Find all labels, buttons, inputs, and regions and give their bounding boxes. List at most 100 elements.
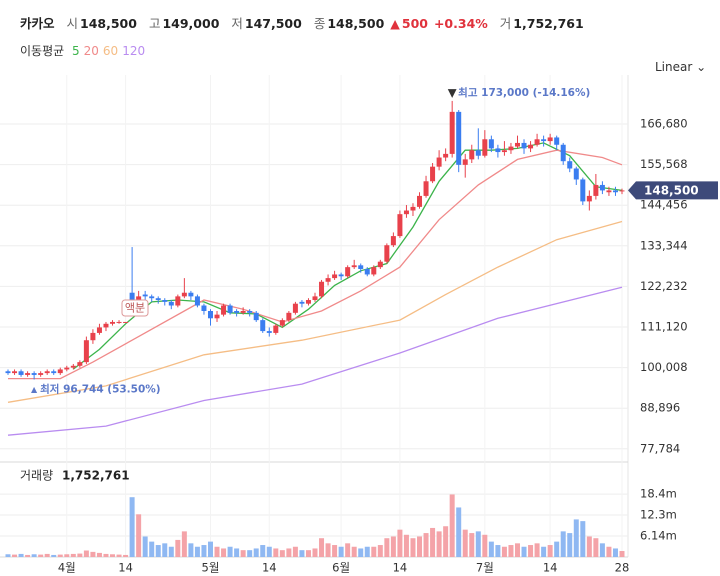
candle-body xyxy=(64,367,70,370)
scale-dropdown[interactable]: Linear ⌄ xyxy=(655,60,707,74)
x-tick-label: 6월 xyxy=(332,561,350,575)
candle-body xyxy=(358,265,364,269)
change: 500 xyxy=(401,16,428,31)
volume-bar xyxy=(377,545,383,557)
volume-bar xyxy=(247,550,253,557)
volume-bar xyxy=(207,541,213,557)
candle-body xyxy=(110,321,116,324)
volume-bar xyxy=(83,550,89,557)
y-tick-label: 122,232 xyxy=(640,279,688,293)
candle-body xyxy=(541,139,547,142)
close-value: 148,500 xyxy=(327,16,385,31)
candle-body xyxy=(266,331,272,333)
volume-bar xyxy=(155,545,161,557)
y-tick-label: 144,456 xyxy=(640,198,688,212)
candle-body xyxy=(521,142,527,149)
volume-bar xyxy=(123,554,129,557)
candle-body xyxy=(253,312,259,321)
candle-body xyxy=(38,373,44,375)
candle-body xyxy=(593,184,599,196)
volume-bar xyxy=(501,546,507,557)
candle-body xyxy=(371,267,377,275)
up-arrow: ▲ xyxy=(390,16,400,31)
volume-bar xyxy=(240,550,246,557)
x-tick-label: 14 xyxy=(262,561,277,575)
volume-bar xyxy=(286,548,292,557)
candle-body xyxy=(423,181,429,196)
candle-body xyxy=(221,305,227,315)
volume-bar xyxy=(397,529,403,557)
candle-body xyxy=(547,137,553,142)
volume-bar xyxy=(273,548,279,557)
candle-body xyxy=(495,148,501,153)
ma-line xyxy=(8,149,623,380)
candle-body xyxy=(279,320,285,326)
volume-bar xyxy=(332,545,338,557)
candle-body xyxy=(469,150,475,160)
volume-bar xyxy=(488,541,494,557)
volume-bar xyxy=(64,554,70,557)
ma-line xyxy=(7,286,623,436)
low-note: 최저 96,744 (53.50%) xyxy=(40,383,160,396)
high-label: 고 xyxy=(148,16,161,31)
volume-tick-label: 18.4m xyxy=(640,487,677,501)
candle-body xyxy=(417,195,423,207)
candle-body xyxy=(462,159,468,165)
low-arrow: ▲ xyxy=(31,385,38,394)
volume-bar xyxy=(5,554,11,557)
volume-bar xyxy=(103,553,109,557)
volume-bar xyxy=(266,546,272,557)
scale-mode[interactable]: Linear xyxy=(655,60,693,74)
volume-bar xyxy=(358,548,364,557)
volume-bar xyxy=(508,545,514,557)
candle-body xyxy=(325,278,331,282)
volume-bar xyxy=(168,546,174,557)
candle-body xyxy=(136,296,142,301)
ma-line xyxy=(7,220,623,403)
volume-bar xyxy=(38,554,44,557)
legend-entry: 60 xyxy=(102,44,119,58)
volume-bar xyxy=(469,533,475,557)
candle-body xyxy=(364,268,370,275)
volume-label: 거 xyxy=(499,16,512,31)
volume-bar xyxy=(175,539,181,557)
volume-bar xyxy=(194,546,200,557)
volume-bar xyxy=(495,545,501,557)
volume-bar xyxy=(612,548,618,557)
candle-body xyxy=(44,371,50,374)
change-pct: +0.34% xyxy=(433,16,488,31)
volume-bar xyxy=(586,536,592,557)
x-tick-label: 5월 xyxy=(202,561,220,575)
legend-entry: 120 xyxy=(122,44,146,58)
volume-bar xyxy=(57,554,63,557)
candle-body xyxy=(123,321,129,323)
candle-body xyxy=(586,195,592,202)
volume-bar xyxy=(25,554,31,557)
volume-bar xyxy=(430,527,436,557)
volume-bar xyxy=(573,519,579,557)
legend-entry: 20 xyxy=(83,44,99,58)
volume-bar xyxy=(619,551,625,557)
high-note: 최고 173,000 (-14.16%) xyxy=(458,86,590,99)
ma-legend: 이동평균 5 20 60 120 xyxy=(20,42,149,59)
candle-body xyxy=(573,168,579,180)
candle-body xyxy=(508,146,514,151)
candle-body xyxy=(214,314,220,319)
candle-body xyxy=(240,310,246,313)
volume-bar xyxy=(31,554,37,557)
candle-body xyxy=(175,296,181,306)
volume-bar xyxy=(90,551,96,557)
stock-name: 카카오 xyxy=(20,16,55,31)
volume-bar xyxy=(279,550,285,557)
volume-bar xyxy=(528,545,534,557)
candle-body xyxy=(377,261,383,268)
volume-bar xyxy=(227,546,233,557)
candle-body xyxy=(410,206,416,211)
volume-bar xyxy=(234,548,240,557)
y-tick-label: 77,784 xyxy=(640,441,680,455)
volume-bar xyxy=(567,533,573,557)
volume-bar xyxy=(345,543,351,557)
candle-body xyxy=(599,184,605,191)
candle-body xyxy=(430,166,436,182)
candle-body xyxy=(612,190,618,193)
